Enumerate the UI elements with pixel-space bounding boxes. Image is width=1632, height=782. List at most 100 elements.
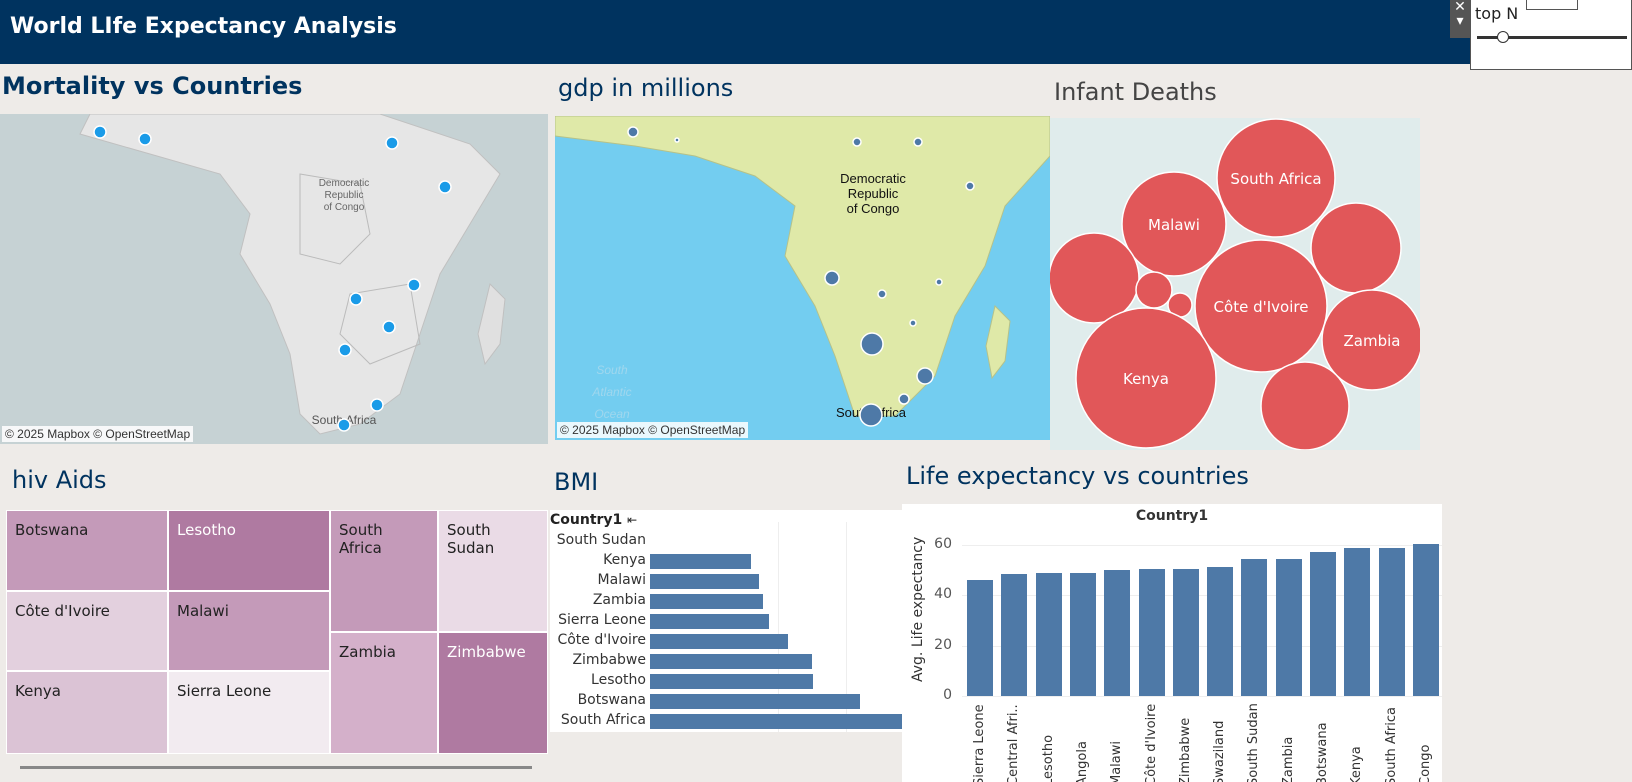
treemap-cell[interactable]: Sierra Leone (168, 671, 330, 754)
bmi-country-label: Zimbabwe (572, 652, 646, 668)
filter-menu-icon[interactable]: ▾ (1456, 13, 1464, 29)
bmi-title: BMI (554, 468, 599, 496)
svg-text:Democratic: Democratic (840, 171, 906, 186)
le-xtick-label: Central Afri.. (1006, 704, 1022, 782)
treemap-cell[interactable]: South Sudan (438, 510, 548, 632)
svg-text:of Congo: of Congo (324, 202, 365, 213)
bmi-country-label: Zambia (592, 592, 646, 608)
bmi-bar[interactable] (650, 694, 860, 709)
treemap-cell[interactable]: Malawi (168, 591, 330, 671)
le-bar[interactable] (1378, 548, 1405, 696)
le-ylabel: Avg. Life expectancy (910, 536, 926, 682)
le-bar[interactable] (1104, 570, 1131, 696)
gdp-map[interactable]: Democratic Republic of Congo South Atlan… (555, 116, 1050, 440)
le-xtick-label: Zambia (1280, 736, 1296, 782)
bmi-chart[interactable]: Country1 ⇤ South Sudan Kenya Malawi Zambia S… (550, 510, 905, 732)
le-gridline (962, 645, 1442, 647)
le-bar[interactable] (1207, 566, 1234, 696)
dashboard-header: World LIfe Expectancy Analysis (0, 0, 1632, 64)
le-gridline (962, 595, 1442, 597)
treemap-cell[interactable]: Côte d'Ivoire (6, 591, 168, 671)
gdp-title: gdp in millions (558, 74, 734, 102)
bubble-country (1310, 202, 1402, 294)
infant-bubble-chart[interactable]: South Africa Malawi Côte d'Ivoire Zambia… (1050, 118, 1420, 450)
le-bar[interactable] (1275, 558, 1302, 696)
le-bar[interactable] (1241, 558, 1268, 696)
le-bar[interactable] (1069, 572, 1096, 696)
bmi-bar[interactable] (650, 654, 812, 669)
filter-drag-handle[interactable] (1526, 0, 1578, 10)
bmi-bar-area (650, 522, 905, 732)
svg-text:Republic: Republic (325, 190, 364, 201)
filter-close-icon[interactable]: ✕ ▾ (1450, 0, 1470, 38)
svg-text:Democratic: Democratic (319, 178, 370, 189)
svg-text:South: South (596, 363, 628, 377)
sort-descending-icon[interactable]: ⇤ (627, 513, 638, 527)
le-bar[interactable] (1310, 552, 1336, 696)
bmi-bar[interactable] (650, 594, 763, 609)
hiv-treemap[interactable]: Botswana Lesotho South Africa South Suda… (6, 510, 548, 754)
bmi-country-label: Malawi (597, 572, 646, 588)
treemap-cell[interactable]: Kenya (6, 671, 168, 754)
bmi-country-label: Lesotho (591, 672, 646, 688)
le-xtick-label: South Africa (1383, 707, 1399, 782)
bubble-kenya (1075, 307, 1217, 449)
hiv-title: hiv Aids (12, 466, 107, 494)
bubble-label: South Africa (1230, 170, 1321, 188)
le-bar[interactable] (1035, 572, 1062, 696)
le-xtick-label: Lesotho (1040, 734, 1056, 782)
infant-bubble-canvas: South Africa Malawi Côte d'Ivoire Zambia… (1050, 118, 1420, 450)
le-xtick-label: South Sudan (1246, 703, 1262, 782)
mortality-map[interactable]: Democratic Republic of Congo South Afric… (0, 114, 548, 444)
bmi-label-column: South Sudan Kenya Malawi Zambia Sierra Leone… (550, 532, 646, 732)
svg-text:Ocean: Ocean (594, 407, 630, 421)
mortality-map-attribution[interactable]: © 2025 Mapbox © OpenStreetMap (2, 426, 194, 442)
bmi-bar[interactable] (650, 554, 751, 569)
bmi-country-label: Côte d'Ivoire (557, 632, 646, 648)
bmi-bar[interactable] (650, 634, 788, 649)
infant-title: Infant Deaths (1054, 78, 1217, 106)
treemap-cell[interactable]: South Africa (330, 510, 438, 632)
le-bar[interactable] (1412, 544, 1439, 696)
treemap-cell[interactable]: Lesotho (168, 510, 330, 591)
le-xtick-label: Swaziland (1212, 720, 1228, 782)
bubble-label: Kenya (1123, 370, 1169, 388)
bmi-bar[interactable] (650, 674, 813, 689)
bmi-bar[interactable] (650, 714, 905, 729)
life-expectancy-chart[interactable]: Country1 Avg. Life expectancy 0 20 40 60 Sie… (902, 504, 1442, 782)
le-gridline (962, 696, 1442, 697)
bmi-bar[interactable] (650, 574, 759, 589)
le-bar[interactable] (1172, 568, 1199, 696)
top-n-slider-handle[interactable] (1497, 31, 1509, 43)
treemap-cell[interactable]: Zimbabwe (438, 632, 548, 754)
hiv-scrollbar[interactable] (20, 766, 532, 769)
treemap-cell[interactable]: Botswana (6, 510, 168, 591)
bmi-country-label: South Africa (560, 712, 646, 728)
top-n-slider-track[interactable] (1477, 36, 1627, 39)
bubble-label: Zambia (1344, 332, 1401, 350)
le-xtick-label: Côte d'Ivoire (1143, 703, 1159, 782)
le-xtick-label: Kenya (1349, 746, 1365, 782)
svg-text:of Congo: of Congo (847, 201, 900, 216)
le-bar[interactable] (967, 579, 993, 696)
bubble-label: Malawi (1148, 216, 1200, 234)
le-xtick-label: Angola (1074, 741, 1090, 782)
top-n-label: top N (1475, 4, 1519, 23)
gdp-map-attribution[interactable]: © 2025 Mapbox © OpenStreetMap (557, 422, 749, 438)
bmi-country-label: Kenya (603, 552, 646, 568)
le-ytick: 60 (934, 535, 952, 552)
bmi-bar[interactable] (650, 614, 769, 629)
bubble-cote-divoire (1194, 239, 1328, 373)
bubble-country (1050, 232, 1140, 324)
le-bar[interactable] (1138, 568, 1165, 696)
dashboard-title: World LIfe Expectancy Analysis (10, 14, 397, 39)
le-bar[interactable] (1344, 548, 1371, 696)
le-xtick-label: Zimbabwe (1177, 717, 1193, 782)
le-subtitle: Country1 (1135, 508, 1209, 524)
le-xtick-label: Congo (1417, 744, 1433, 782)
le-bar[interactable] (1001, 573, 1028, 696)
treemap-cell[interactable]: Zambia (330, 632, 438, 754)
le-ytick: 40 (934, 586, 952, 603)
bubble-country (1260, 361, 1350, 450)
top-n-filter: top N (1470, 0, 1632, 70)
